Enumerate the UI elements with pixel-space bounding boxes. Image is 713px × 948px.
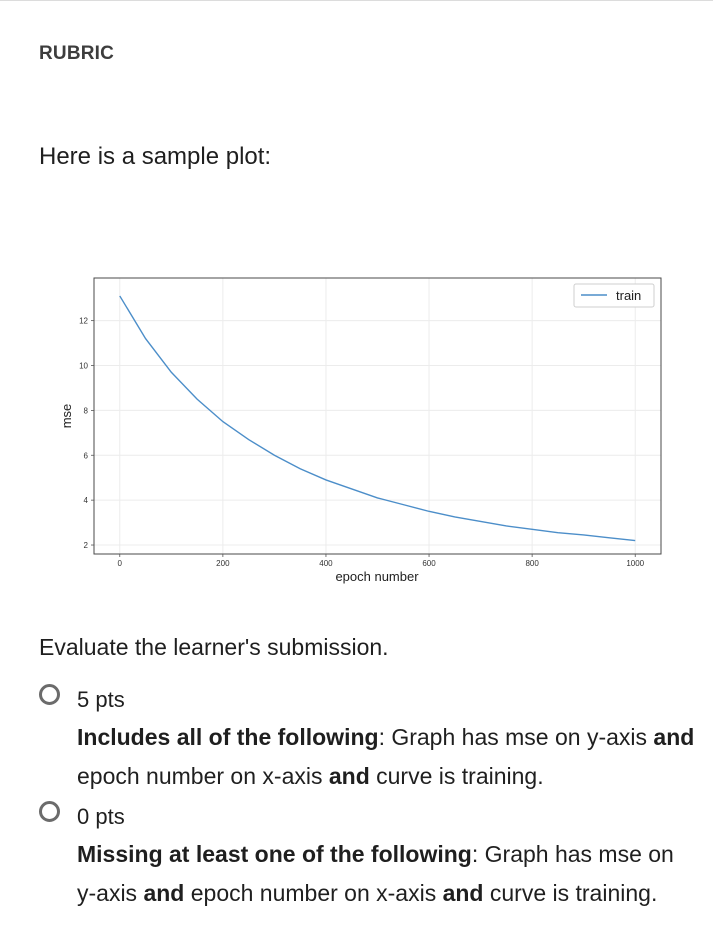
y-tick-label: 4 xyxy=(84,496,89,505)
points-label: 0 pts xyxy=(77,804,125,829)
y-axis-label: mse xyxy=(59,404,74,429)
axis-ticks: 0 200 400 600 800 1000 2 4 6 8 10 12 xyxy=(79,317,645,568)
y-tick-label: 6 xyxy=(84,451,89,460)
radio-5pts[interactable] xyxy=(39,684,60,705)
chart-svg: 0 200 400 600 800 1000 2 4 6 8 10 12 train epoch nu… xyxy=(59,277,662,584)
legend: train xyxy=(573,283,655,308)
rubric-heading: RUBRIC xyxy=(39,43,115,64)
x-tick-label: 800 xyxy=(525,559,539,568)
plot-frame xyxy=(93,277,662,555)
y-tick-label: 12 xyxy=(79,317,88,326)
x-tick-label: 1000 xyxy=(626,559,644,568)
top-divider xyxy=(0,0,713,1)
chart-grid xyxy=(94,278,661,554)
evaluate-prompt: Evaluate the learner's submission. xyxy=(39,634,389,660)
intro-text: Here is a sample plot: xyxy=(39,143,272,170)
x-axis-label: epoch number xyxy=(335,569,419,584)
legend-box xyxy=(573,283,655,308)
x-tick-label: 400 xyxy=(319,559,333,568)
series-line-train xyxy=(119,295,636,542)
y-tick-label: 8 xyxy=(84,406,89,415)
y-tick-label: 10 xyxy=(79,362,88,371)
criterion-text: Missing at least one of the following: G… xyxy=(77,841,674,906)
points-label: 5 pts xyxy=(77,687,125,712)
radio-0pts[interactable] xyxy=(39,801,60,822)
x-tick-label: 200 xyxy=(216,559,230,568)
x-tick-label: 0 xyxy=(118,559,123,568)
sample-plot: 0 200 400 600 800 1000 2 4 6 8 10 12 train epoch nu… xyxy=(50,268,670,590)
y-tick-label: 2 xyxy=(84,541,89,550)
legend-label: train xyxy=(616,288,641,303)
x-tick-label: 600 xyxy=(422,559,436,568)
criterion-text: Includes all of the following: Graph has… xyxy=(77,724,695,789)
